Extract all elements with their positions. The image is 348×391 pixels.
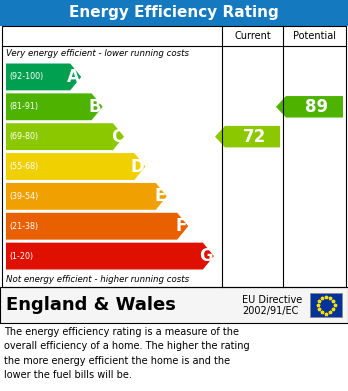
Text: (81-91): (81-91) <box>9 102 38 111</box>
Bar <box>2 26 346 287</box>
Text: (92-100): (92-100) <box>9 72 43 81</box>
Polygon shape <box>276 96 343 118</box>
Text: England & Wales: England & Wales <box>6 296 176 314</box>
Text: F: F <box>176 217 187 235</box>
Text: Energy Efficiency Rating: Energy Efficiency Rating <box>69 5 279 20</box>
Text: EU Directive: EU Directive <box>242 295 302 305</box>
Polygon shape <box>6 183 167 210</box>
Bar <box>310 293 342 317</box>
Text: (1-20): (1-20) <box>9 251 33 260</box>
Text: Very energy efficient - lower running costs: Very energy efficient - lower running co… <box>6 50 189 59</box>
Polygon shape <box>6 63 81 90</box>
Text: Not energy efficient - higher running costs: Not energy efficient - higher running co… <box>6 274 189 283</box>
Text: (39-54): (39-54) <box>9 192 38 201</box>
Text: (21-38): (21-38) <box>9 222 38 231</box>
Text: 72: 72 <box>243 127 266 145</box>
Polygon shape <box>215 126 280 147</box>
Polygon shape <box>6 93 103 120</box>
Bar <box>0 287 348 323</box>
Polygon shape <box>6 213 188 240</box>
Bar <box>0 0 348 26</box>
Text: (55-68): (55-68) <box>9 162 38 171</box>
Text: 89: 89 <box>305 98 328 116</box>
Text: 2002/91/EC: 2002/91/EC <box>242 306 298 316</box>
Polygon shape <box>6 153 145 180</box>
Text: E: E <box>155 187 166 205</box>
Text: G: G <box>199 247 213 265</box>
Polygon shape <box>6 243 214 269</box>
Text: The energy efficiency rating is a measure of the
overall efficiency of a home. T: The energy efficiency rating is a measur… <box>4 327 250 380</box>
Text: C: C <box>111 127 123 145</box>
Text: Potential: Potential <box>293 31 336 41</box>
Text: A: A <box>67 68 80 86</box>
Text: (69-80): (69-80) <box>9 132 38 141</box>
Text: D: D <box>130 158 144 176</box>
Text: Current: Current <box>234 31 271 41</box>
Polygon shape <box>6 123 124 150</box>
Text: B: B <box>89 98 102 116</box>
